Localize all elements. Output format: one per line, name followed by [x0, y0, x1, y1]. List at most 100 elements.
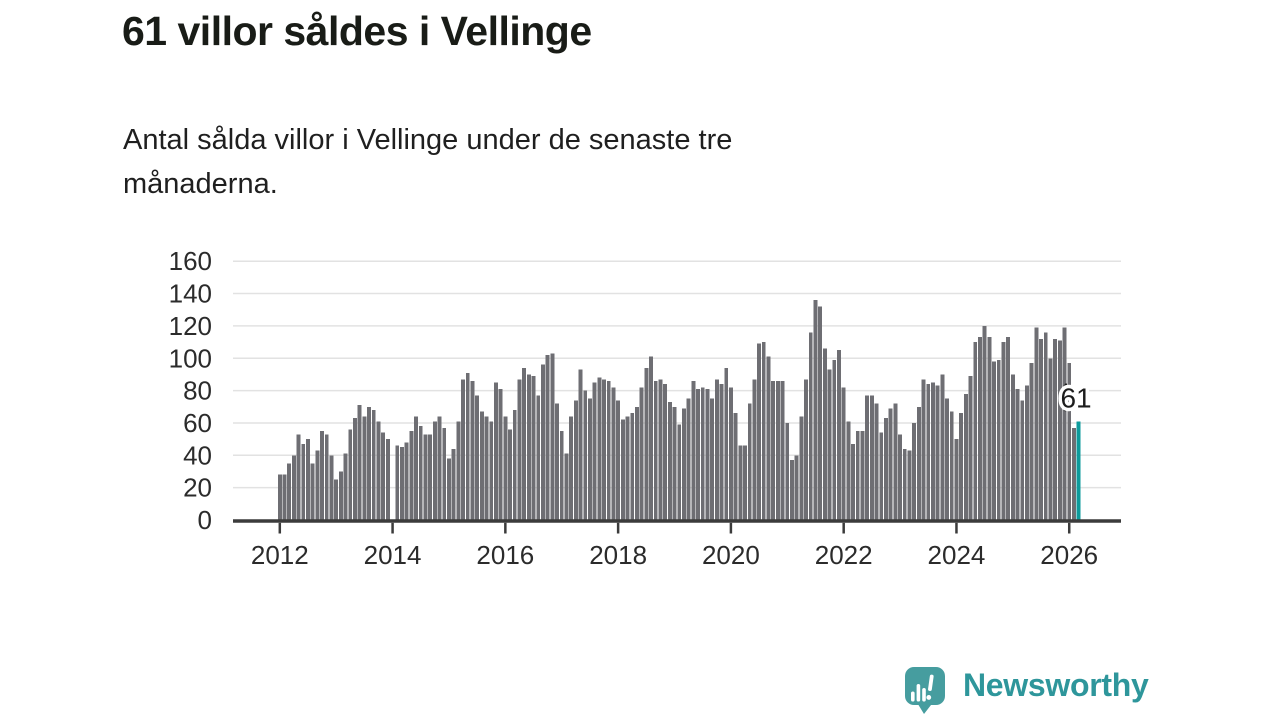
- bar: [625, 416, 630, 520]
- bar: [602, 379, 606, 520]
- bar: [385, 439, 390, 520]
- bar: [418, 426, 423, 520]
- bar: [1067, 363, 1072, 520]
- bar: [1029, 363, 1034, 520]
- logo-bar-3: [922, 688, 926, 702]
- bar: [503, 416, 508, 520]
- bar: [757, 343, 762, 520]
- bar: [832, 359, 837, 520]
- bar: [954, 439, 959, 520]
- bar: [400, 447, 404, 520]
- bar: [700, 387, 705, 520]
- bar: [329, 455, 334, 520]
- bar: [808, 332, 813, 520]
- bar: [747, 403, 752, 520]
- bar: [277, 474, 282, 520]
- bar: [1020, 400, 1025, 520]
- bar: [432, 421, 437, 520]
- bar: [437, 416, 442, 520]
- bar: [940, 374, 945, 520]
- bar: [545, 355, 550, 520]
- bar: [494, 382, 498, 520]
- bar: [893, 403, 898, 520]
- bar: [841, 387, 846, 520]
- y-axis-label: 80: [183, 376, 212, 406]
- bar: [752, 379, 757, 520]
- bar: [649, 356, 653, 520]
- chart-area: 2012 2014 2016 2018 2020 2022 2024 2026 0 20 40 60 8…: [0, 230, 1280, 590]
- bar: [738, 445, 743, 520]
- x-axis-label: 2016: [476, 540, 534, 570]
- bar: [592, 382, 597, 520]
- bar: [949, 411, 954, 520]
- bar: [371, 410, 376, 520]
- bar: [353, 418, 357, 520]
- bar: [587, 398, 592, 520]
- bar: [705, 388, 710, 520]
- bar: [578, 369, 583, 520]
- bar: [320, 431, 325, 520]
- bar: [296, 434, 301, 520]
- bar: [428, 434, 433, 520]
- bar: [479, 411, 484, 520]
- bar: [681, 408, 686, 520]
- bar: [630, 413, 635, 520]
- newsworthy-logo: Newsworthy: [898, 660, 1149, 716]
- bar: [639, 387, 644, 520]
- bar: [634, 406, 639, 520]
- bar: [498, 388, 503, 520]
- bar: [672, 406, 677, 520]
- bar: [583, 390, 588, 520]
- bar: [616, 400, 621, 520]
- bar: [1024, 385, 1029, 520]
- bar: [710, 398, 715, 520]
- bar: [287, 463, 292, 520]
- newsworthy-logo-text: Newsworthy: [963, 666, 1149, 703]
- bar: [456, 421, 461, 520]
- bar: [282, 474, 287, 520]
- annotation-value-label: 61: [1060, 382, 1091, 413]
- y-axis-label: 40: [183, 440, 212, 470]
- bar: [1034, 327, 1039, 520]
- bar: [470, 380, 475, 520]
- bar: [771, 380, 776, 520]
- bar: [931, 382, 935, 520]
- bar: [357, 405, 362, 520]
- bar: [1039, 338, 1043, 520]
- bar: [1043, 332, 1048, 520]
- bar: [475, 395, 480, 520]
- bar: [978, 337, 982, 520]
- sales-bar-chart: 2012 2014 2016 2018 2020 2022 2024 2026 02040608…: [169, 246, 1121, 570]
- bar: [973, 342, 978, 520]
- bar: [1053, 338, 1058, 520]
- bar: [921, 379, 926, 520]
- bar: [338, 471, 343, 520]
- annotation-leader-line: [1058, 383, 1068, 412]
- bar: [691, 380, 696, 520]
- bar: [874, 403, 879, 520]
- x-axis-label: 2026: [1040, 540, 1098, 570]
- bar: [559, 431, 564, 520]
- bar: [686, 398, 691, 520]
- bar: [620, 419, 625, 520]
- bar: [611, 387, 616, 520]
- x-axis-label: 2018: [589, 540, 647, 570]
- bar: [489, 421, 494, 520]
- bar: [522, 367, 527, 520]
- bar: [959, 413, 964, 520]
- bar: [465, 372, 470, 520]
- highlighted-bar: [1076, 421, 1081, 520]
- bar: [1057, 340, 1062, 520]
- bar: [719, 384, 724, 520]
- bar: [987, 337, 992, 520]
- bar: [837, 350, 841, 520]
- bar: [884, 418, 888, 520]
- logo-bar-1: [911, 691, 915, 702]
- bar: [381, 432, 386, 520]
- bar: [306, 439, 310, 520]
- bar: [855, 431, 860, 520]
- logo-bar-2: [916, 684, 921, 702]
- bar: [851, 443, 856, 520]
- bar: [362, 416, 367, 520]
- x-axis-label: 2014: [364, 540, 422, 570]
